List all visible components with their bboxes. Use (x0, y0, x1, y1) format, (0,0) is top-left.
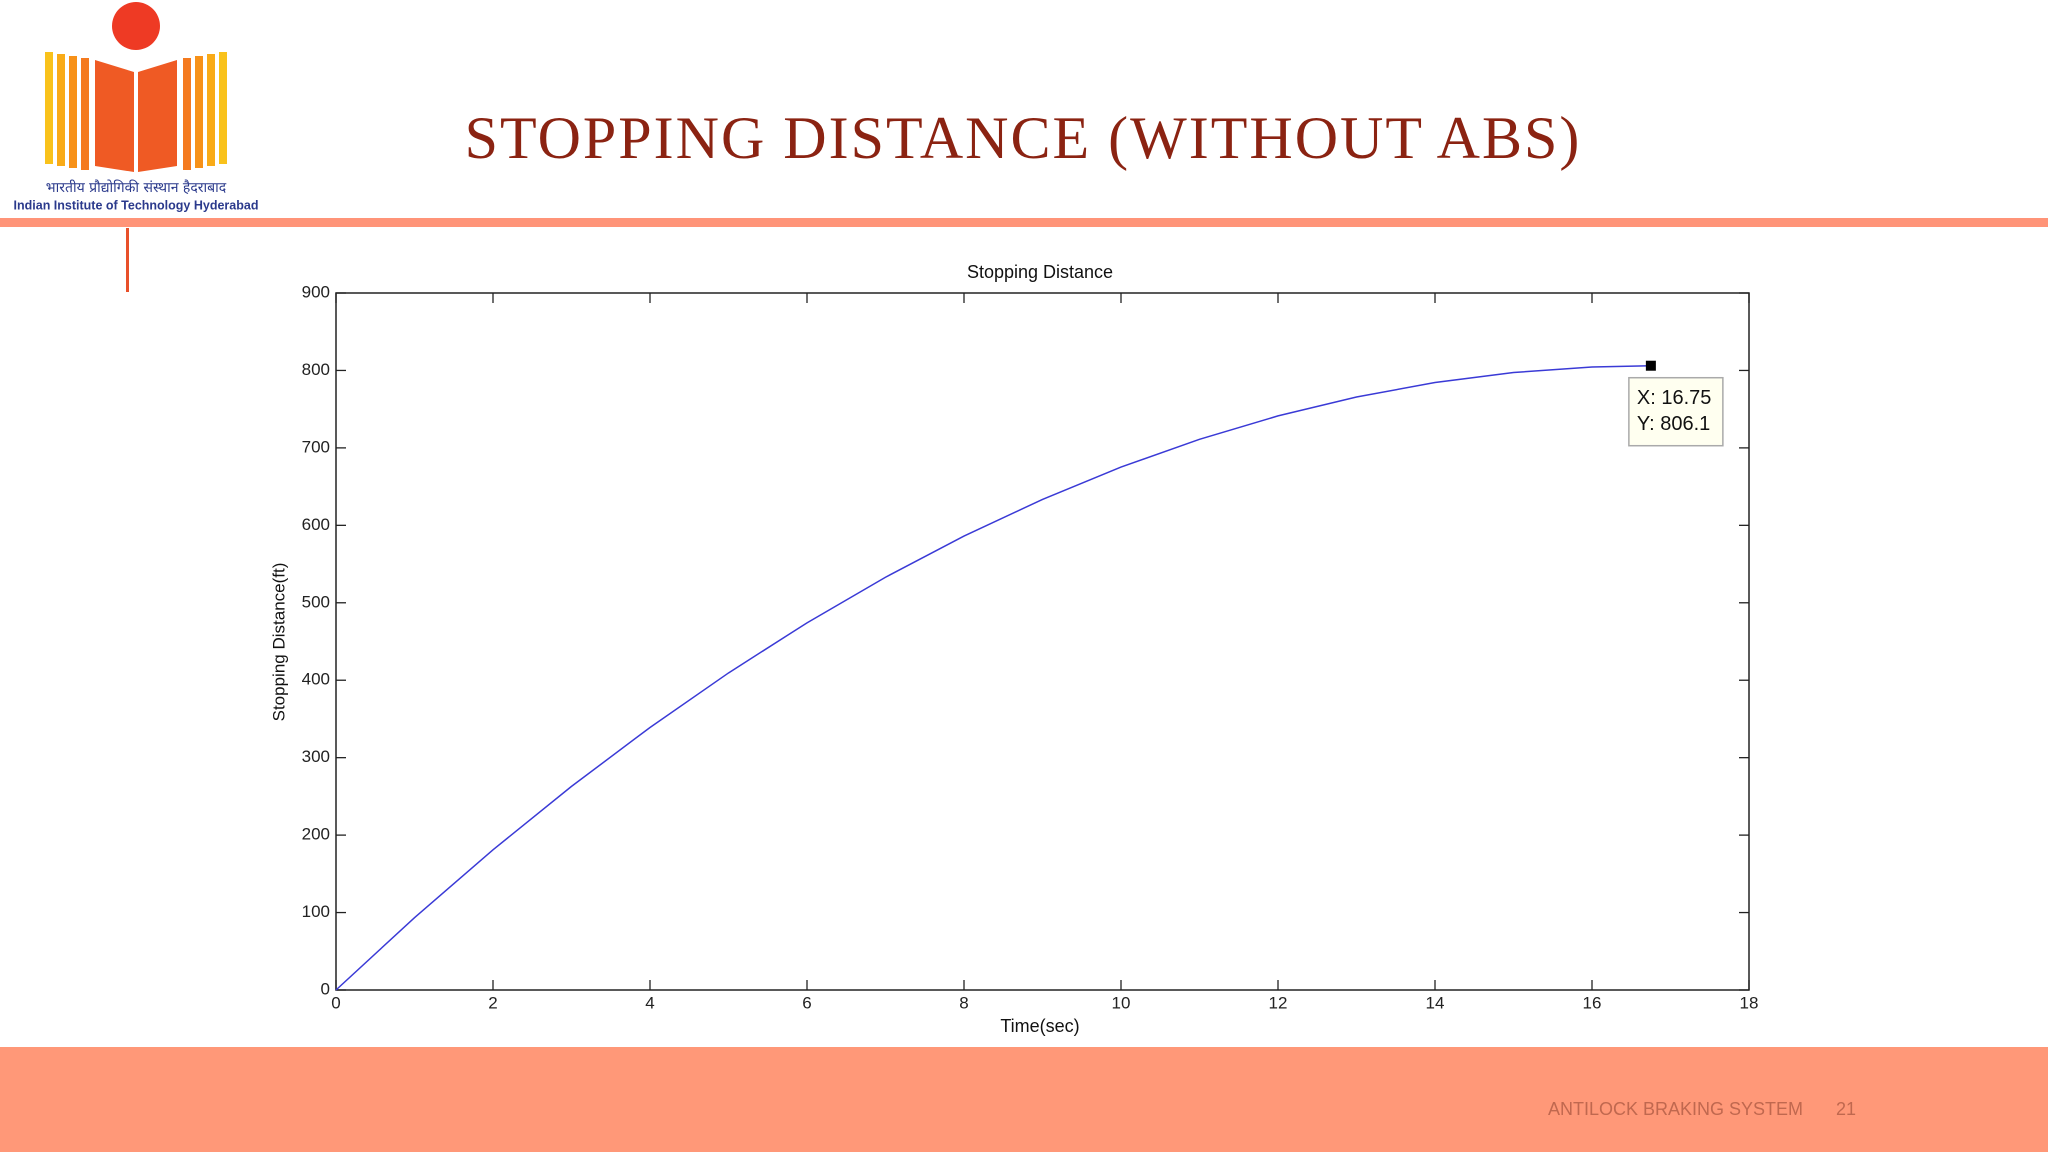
y-tick-label: 600 (302, 515, 330, 534)
logo: भारतीय प्रौद्योगिकी संस्थान हैदराबाद Ind… (14, 2, 259, 212)
x-tick-label: 12 (1269, 993, 1288, 1012)
logo-bar (195, 56, 203, 168)
title-rule (0, 218, 2048, 227)
footer-band (0, 1047, 2048, 1152)
y-tick-label: 100 (302, 902, 330, 921)
logo-hindi: भारतीय प्रौद्योगिकी संस्थान हैदराबाद (46, 179, 227, 196)
y-tick-label: 800 (302, 360, 330, 379)
slide-title: STOPPING DISTANCE (WITHOUT ABS) (465, 105, 1582, 171)
logo-page (138, 60, 177, 172)
y-tick-label: 400 (302, 670, 330, 689)
x-tick-label: 0 (331, 993, 340, 1012)
y-tick-label: 300 (302, 747, 330, 766)
logo-bar (207, 54, 215, 166)
y-tick-label: 500 (302, 592, 330, 611)
accent-line (126, 228, 129, 292)
x-tick-label: 16 (1583, 993, 1602, 1012)
logo-bar (81, 58, 89, 170)
x-tick-label: 10 (1112, 993, 1131, 1012)
x-tick-label: 14 (1426, 993, 1445, 1012)
y-tick-label: 900 (302, 282, 330, 301)
y-tick-label: 200 (302, 825, 330, 844)
plot-frame (335, 292, 1750, 991)
logo-english: Indian Institute of Technology Hyderabad (14, 198, 259, 212)
logo-dot (112, 2, 160, 50)
datatip-y: Y: 806.1 (1637, 413, 1710, 435)
y-axis-label: Stopping Distance(ft) (269, 563, 288, 722)
x-tick-label: 2 (488, 993, 497, 1012)
x-tick-label: 4 (645, 993, 654, 1012)
logo-bar (69, 56, 77, 168)
page-number: 21 (1836, 1099, 1856, 1119)
logo-bar (57, 54, 65, 166)
x-tick-label: 6 (802, 993, 811, 1012)
datatip-box (1628, 376, 1724, 447)
x-axis-label: Time(sec) (1000, 1016, 1079, 1036)
y-tick-label: 0 (321, 979, 330, 998)
x-tick-label: 18 (1740, 993, 1759, 1012)
y-tick-label: 700 (302, 437, 330, 456)
footer-text: ANTILOCK BRAKING SYSTEM (1548, 1099, 1803, 1119)
chart-title: Stopping Distance (967, 262, 1113, 282)
datatip-x: X: 16.75 (1637, 387, 1712, 409)
data-line (335, 364, 1651, 991)
datatip-marker (1645, 360, 1656, 371)
logo-bar (183, 58, 191, 170)
logo-bar (219, 52, 227, 164)
chart: Stopping Distance Time(sec) Stopping Dis… (269, 262, 1758, 1036)
logo-bar (45, 52, 53, 164)
logo-page (95, 60, 134, 172)
x-tick-label: 8 (959, 993, 968, 1012)
figure-area (261, 240, 1789, 1047)
